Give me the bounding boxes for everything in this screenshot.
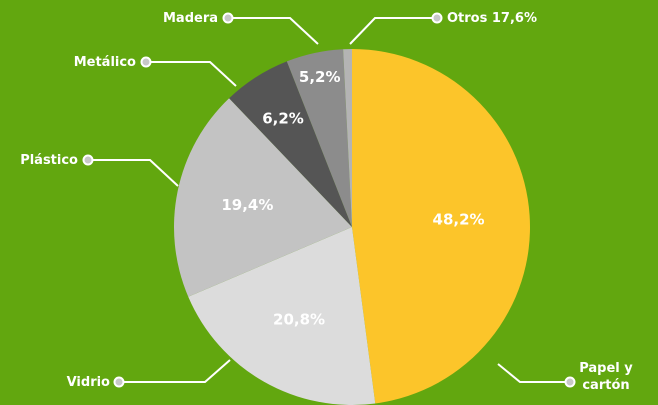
value-label: 48,2%: [433, 211, 485, 229]
leader-line: [349, 17, 437, 45]
pie-slice: [188, 227, 376, 405]
pie-slice: [343, 49, 352, 227]
category-label: Papel y cartón: [579, 361, 633, 393]
leader-line: [146, 61, 237, 87]
leader-line: [228, 17, 319, 45]
category-label: Otros 17,6%: [447, 11, 537, 26]
leader-dot: [564, 376, 576, 388]
category-label: Vidrio: [66, 375, 110, 390]
value-label: 6,2%: [262, 109, 304, 127]
value-label: 5,2%: [299, 68, 341, 86]
leader-dot: [113, 376, 125, 388]
leader-line: [497, 363, 570, 383]
pie-slice: [286, 49, 352, 227]
pie-slice: [352, 49, 530, 404]
leader-dot: [140, 56, 152, 68]
leader-line: [119, 359, 231, 383]
leader-dot: [431, 12, 443, 24]
value-label: 19,4%: [221, 196, 273, 214]
category-label: Metálico: [73, 55, 136, 70]
leader-dot: [82, 154, 94, 166]
pie-slice: [229, 61, 352, 227]
pie-slice: [173, 98, 352, 297]
category-label: Plástico: [20, 153, 78, 168]
leader-line: [88, 159, 179, 187]
category-label: Madera: [162, 11, 218, 26]
value-label: 20,8%: [273, 310, 325, 328]
leader-dot: [222, 12, 234, 24]
